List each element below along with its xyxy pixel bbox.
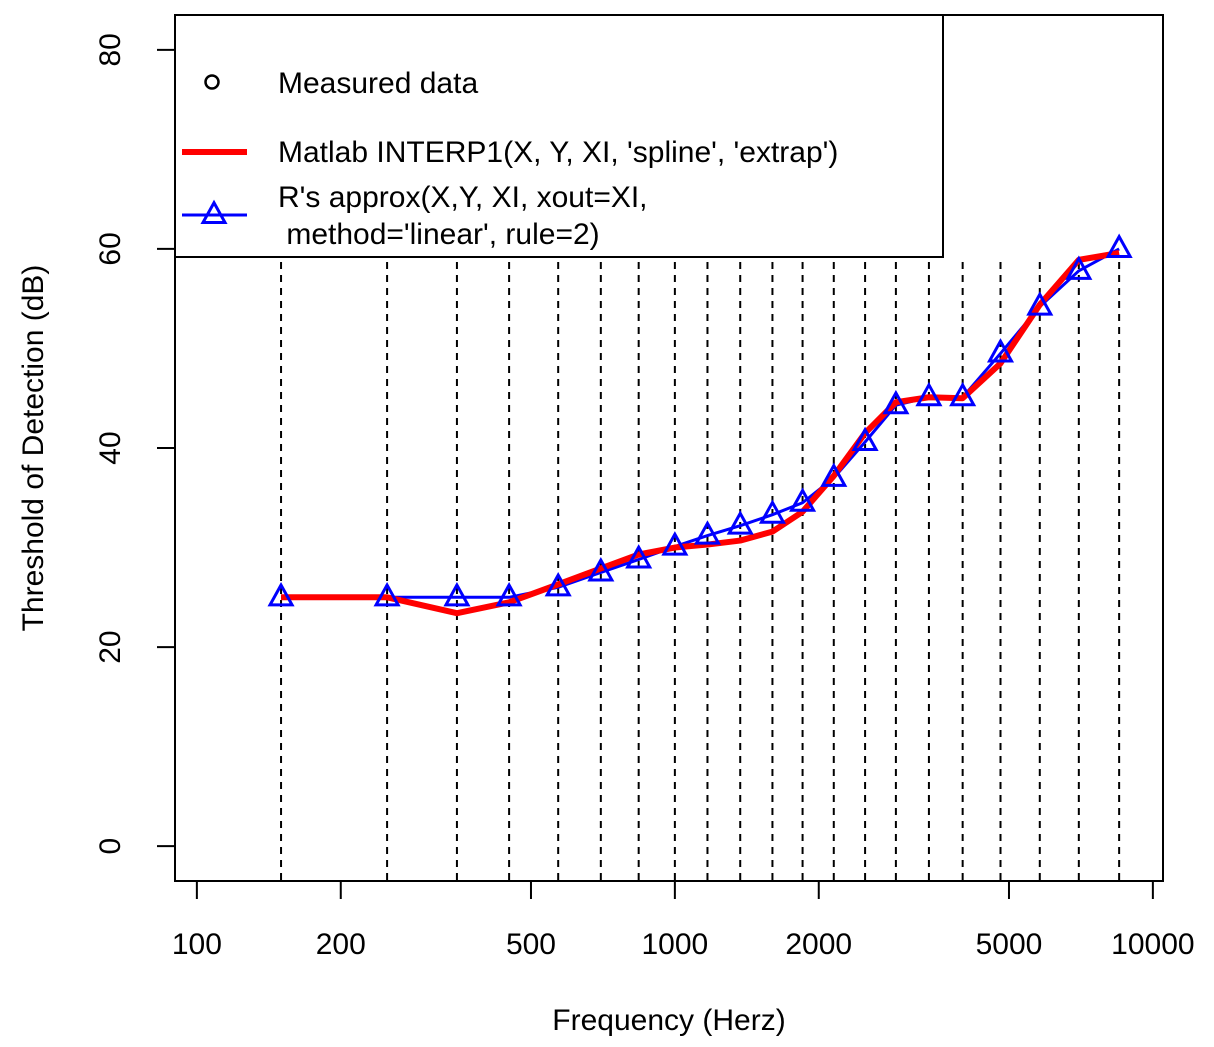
- x-tick-label-2: 500: [506, 928, 556, 961]
- linear-point-8: [693, 520, 722, 545]
- y-tick-label-4: 80: [94, 33, 127, 66]
- linear-point-2: [443, 581, 471, 607]
- x-tick-label-0: 100: [172, 928, 222, 961]
- linear-point-7: [661, 531, 689, 556]
- legend-label-linear-2: method='linear', rule=2): [278, 218, 600, 251]
- linear-point-9: [726, 510, 754, 535]
- linear-point-3: [495, 581, 523, 607]
- x-tick-label-6: 10000: [1111, 928, 1194, 961]
- series-spline-line: [281, 249, 1120, 617]
- x-axis: 100 200 500 1000 2000 5000 10000: [172, 880, 1195, 961]
- linear-point-14: [882, 389, 910, 415]
- legend-label-linear-1: R's approx(X,Y, XI, xout=XI,: [278, 181, 648, 214]
- legend-marker-linear: [200, 199, 228, 225]
- linear-point-12: [820, 462, 848, 487]
- legend-marker-measured: [204, 74, 220, 90]
- linear-point-20: [1105, 233, 1133, 258]
- x-axis-label: Frequency (Herz): [552, 1004, 785, 1037]
- linear-point-4: [544, 571, 572, 597]
- linear-point-17: [986, 338, 1015, 363]
- linear-point-6: [625, 544, 653, 569]
- y-axis: 0 20 40 60 80: [94, 33, 176, 855]
- y-tick-label-1: 20: [94, 630, 127, 663]
- y-axis-label: Threshold of Detection (dB): [17, 265, 50, 632]
- x-tick-label-3: 1000: [641, 928, 708, 961]
- series-group: [267, 233, 1133, 617]
- linear-point-16: [949, 381, 977, 407]
- linear-point-19: [1065, 255, 1093, 280]
- linear-point-10: [758, 499, 786, 524]
- y-tick-label-2: 40: [94, 431, 127, 464]
- linear-point-0: [267, 581, 295, 607]
- legend-label-measured: Measured data: [278, 67, 478, 100]
- linear-point-11: [789, 487, 817, 512]
- x-tick-label-1: 200: [316, 928, 366, 961]
- y-tick-label-0: 0: [94, 838, 127, 855]
- linear-point-13: [851, 426, 879, 452]
- linear-point-15: [915, 381, 943, 407]
- legend: Measured data Matlab INTERP1(X, Y, XI, 's…: [174, 14, 944, 258]
- linear-point-18: [1026, 291, 1054, 316]
- linear-point-1: [373, 581, 401, 607]
- linear-point-5: [587, 557, 615, 582]
- x-tick-label-5: 5000: [976, 928, 1043, 961]
- legend-box: [174, 14, 944, 258]
- legend-label-spline: Matlab INTERP1(X, Y, XI, 'spline', 'extr…: [278, 136, 838, 169]
- y-tick-label-3: 60: [94, 232, 127, 265]
- x-tick-label-4: 2000: [785, 928, 852, 961]
